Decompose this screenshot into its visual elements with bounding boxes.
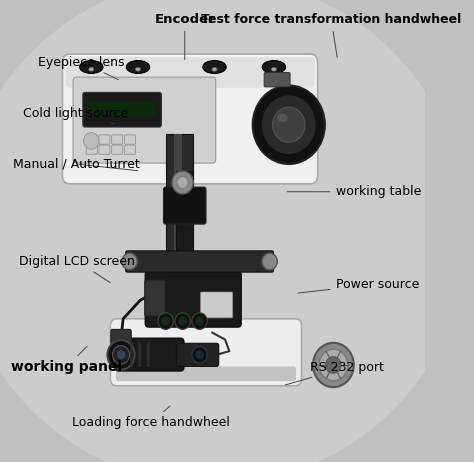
Circle shape xyxy=(178,316,187,326)
Text: Power source: Power source xyxy=(298,278,419,293)
Circle shape xyxy=(158,313,173,329)
FancyBboxPatch shape xyxy=(126,251,273,272)
Ellipse shape xyxy=(89,67,94,71)
Text: Encoder: Encoder xyxy=(155,13,215,60)
FancyBboxPatch shape xyxy=(125,145,136,154)
FancyBboxPatch shape xyxy=(66,58,314,88)
Text: Digital LCD screen: Digital LCD screen xyxy=(19,255,135,283)
Ellipse shape xyxy=(80,61,103,73)
Bar xyxy=(174,134,182,337)
Bar xyxy=(87,102,155,116)
Circle shape xyxy=(112,346,129,364)
FancyBboxPatch shape xyxy=(125,135,136,144)
Bar xyxy=(176,171,193,254)
Text: working table: working table xyxy=(287,185,421,198)
Circle shape xyxy=(192,346,207,363)
FancyBboxPatch shape xyxy=(99,135,110,144)
Bar xyxy=(138,342,141,367)
Circle shape xyxy=(326,357,341,373)
Ellipse shape xyxy=(127,61,150,73)
Text: Test force transformation handwheel: Test force transformation handwheel xyxy=(201,13,461,57)
FancyBboxPatch shape xyxy=(110,319,301,386)
FancyBboxPatch shape xyxy=(264,73,290,87)
Circle shape xyxy=(117,350,125,359)
Text: working panel: working panel xyxy=(10,346,122,374)
Circle shape xyxy=(175,313,190,329)
Circle shape xyxy=(319,349,348,381)
Ellipse shape xyxy=(212,67,217,71)
FancyBboxPatch shape xyxy=(112,135,123,144)
Circle shape xyxy=(195,350,204,359)
Circle shape xyxy=(261,95,317,155)
FancyBboxPatch shape xyxy=(176,343,219,366)
Ellipse shape xyxy=(203,61,226,73)
Circle shape xyxy=(122,253,137,270)
Text: Eyepiece lens: Eyepiece lens xyxy=(38,56,125,79)
Ellipse shape xyxy=(136,67,141,71)
Text: RS 232 port: RS 232 port xyxy=(285,361,384,385)
Circle shape xyxy=(253,85,325,164)
FancyBboxPatch shape xyxy=(111,329,131,345)
Text: Loading force handwheel: Loading force handwheel xyxy=(72,406,230,429)
FancyBboxPatch shape xyxy=(164,187,206,224)
Circle shape xyxy=(108,340,135,370)
Ellipse shape xyxy=(272,67,276,71)
Circle shape xyxy=(262,253,277,270)
Circle shape xyxy=(161,316,170,326)
Bar xyxy=(146,342,150,367)
FancyBboxPatch shape xyxy=(73,77,216,163)
Bar xyxy=(165,134,193,337)
FancyBboxPatch shape xyxy=(86,135,97,144)
FancyBboxPatch shape xyxy=(145,271,241,327)
FancyBboxPatch shape xyxy=(201,292,233,318)
FancyBboxPatch shape xyxy=(83,92,161,127)
FancyBboxPatch shape xyxy=(86,145,97,154)
FancyBboxPatch shape xyxy=(63,54,318,184)
Bar xyxy=(129,342,133,367)
FancyBboxPatch shape xyxy=(66,58,314,76)
Circle shape xyxy=(273,107,305,142)
Circle shape xyxy=(84,133,99,149)
Circle shape xyxy=(177,176,188,188)
FancyBboxPatch shape xyxy=(116,366,296,381)
Circle shape xyxy=(192,313,207,329)
FancyBboxPatch shape xyxy=(99,145,110,154)
Text: Manual / Auto Turret: Manual / Auto Turret xyxy=(13,158,139,170)
FancyBboxPatch shape xyxy=(116,338,184,371)
FancyBboxPatch shape xyxy=(112,145,123,154)
Circle shape xyxy=(195,316,204,326)
Text: Cold light source: Cold light source xyxy=(23,107,128,124)
Ellipse shape xyxy=(277,114,288,122)
Circle shape xyxy=(172,171,193,194)
Circle shape xyxy=(313,343,354,387)
FancyBboxPatch shape xyxy=(145,280,165,316)
Ellipse shape xyxy=(262,61,286,73)
